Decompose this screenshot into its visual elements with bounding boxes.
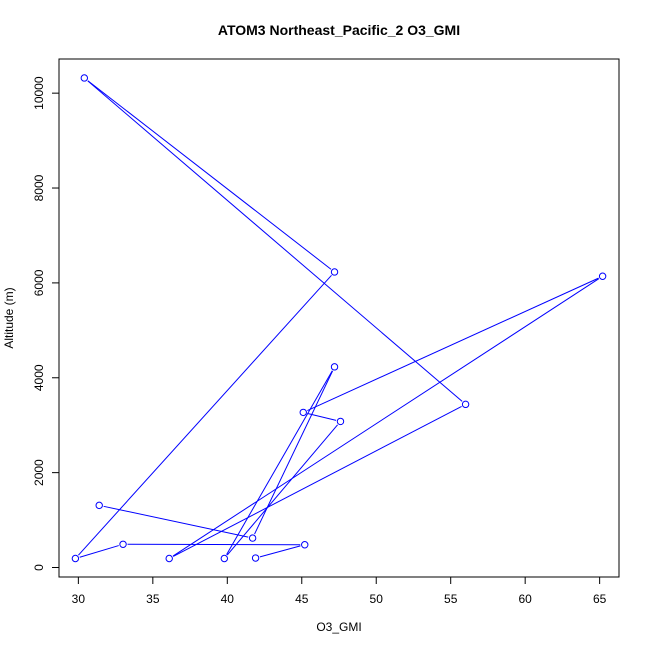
- y-tick-label: 4000: [32, 364, 46, 391]
- y-tick-label: 10000: [32, 76, 46, 110]
- series-segment: [78, 274, 332, 556]
- data-point: [251, 554, 260, 562]
- y-tick-label: 6000: [32, 269, 46, 296]
- data-point: [299, 408, 307, 417]
- y-axis: 0 2000 4000 6000 8000 10000: [32, 76, 60, 571]
- series-segment: [254, 370, 334, 535]
- data-point: [330, 363, 339, 371]
- x-axis: 30 35 40 45 50 55 60 65: [72, 576, 607, 606]
- x-tick-label: 50: [370, 592, 384, 606]
- data-point: [80, 74, 89, 82]
- series-segment: [226, 370, 333, 555]
- data-point: [119, 540, 127, 548]
- series-layer: [71, 74, 607, 563]
- y-tick-label: 0: [32, 564, 46, 571]
- data-point: [461, 400, 470, 409]
- data-point: [220, 554, 229, 563]
- series-segment: [103, 505, 249, 538]
- plot-frame: [58, 58, 620, 578]
- x-tick-label: 30: [72, 592, 86, 606]
- chart-title: ATOM3 Northeast_Pacific_2 O3_GMI: [218, 22, 460, 38]
- series-segment: [172, 278, 600, 557]
- data-point: [301, 541, 309, 549]
- x-tick-label: 65: [593, 592, 607, 606]
- series-segment: [259, 545, 301, 558]
- data-point: [336, 417, 345, 426]
- series-segment: [172, 405, 462, 557]
- y-tick-label: 2000: [32, 459, 46, 486]
- data-point: [95, 501, 103, 510]
- x-tick-label: 60: [518, 592, 532, 606]
- series-segment: [79, 545, 119, 558]
- data-point: [71, 554, 80, 563]
- data-point: [165, 554, 173, 563]
- y-axis-label: Altitude (m): [2, 287, 16, 348]
- series-segment: [226, 424, 338, 556]
- series-segment: [307, 277, 599, 411]
- series-segment: [307, 412, 337, 421]
- x-tick-label: 45: [295, 592, 309, 606]
- x-tick-label: 35: [146, 592, 160, 606]
- series-segment: [87, 80, 332, 270]
- y-tick-label: 8000: [32, 174, 46, 201]
- x-axis-label: O3_GMI: [316, 620, 361, 634]
- x-tick-label: 40: [221, 592, 235, 606]
- data-point: [248, 534, 257, 542]
- data-point: [330, 268, 339, 276]
- data-point: [598, 272, 607, 280]
- x-tick-label: 55: [444, 592, 458, 606]
- series-segment: [87, 80, 463, 402]
